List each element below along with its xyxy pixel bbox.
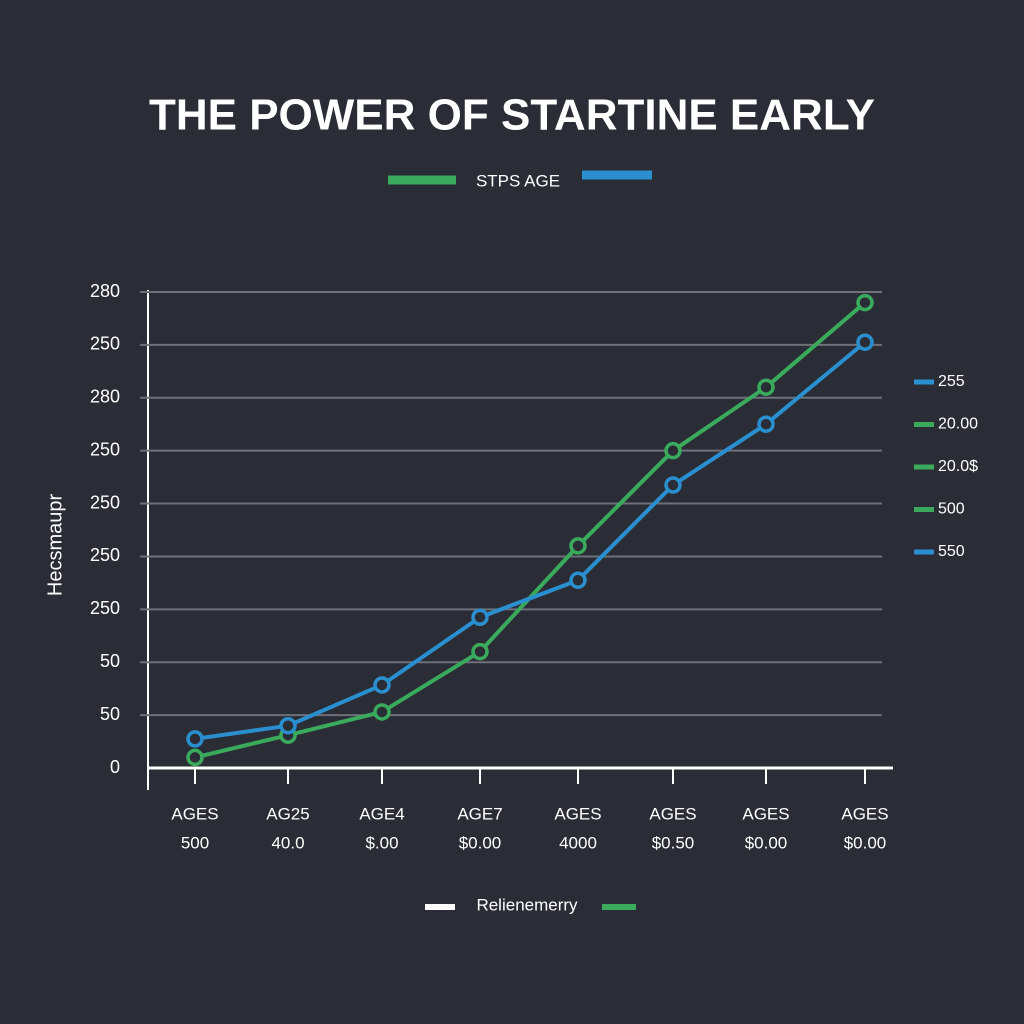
side-label: 20.00 [938,416,978,433]
x-tick-label: AGES [841,804,888,823]
x-tick-sublabel: $.00 [365,833,398,852]
y-tick-label: 280 [90,281,120,301]
point [664,476,682,494]
y-tick-label: 250 [90,492,120,512]
y-tick-label: 50 [100,704,120,724]
point [471,608,489,627]
y-tick-label: 250 [90,334,120,354]
y-axis-label: Hecsmaupr [44,494,66,597]
point [757,415,775,433]
series-line [194,340,867,741]
x-tick-label: AG25 [266,804,309,823]
point [757,378,775,396]
y-tick-label: 250 [90,439,120,459]
x-tick-label: AGES [649,804,696,823]
point [664,441,682,460]
y-tick-label: 0 [110,757,120,777]
x-tick-label: AGE4 [359,804,404,823]
x-tick-sublabel: $0.00 [745,833,788,852]
x-tick-sublabel: $0.50 [652,833,695,852]
point [373,703,391,721]
chart-title: THE POWER OF STARTINE EARLY [149,91,875,140]
x-tick-sublabel: 40.0 [271,833,304,852]
y-tick-label: 50 [100,651,120,671]
x-tick-sublabel: 4000 [559,833,597,852]
side-label: 255 [938,373,965,390]
x-tick-sublabel: $0.00 [844,833,887,852]
point [471,642,489,661]
x-tick-label: AGES [554,804,601,823]
point [186,730,204,748]
point [186,748,204,767]
point [856,293,874,312]
side-label: 20.0$ [938,458,978,475]
x-tick-label: AGES [742,804,789,823]
legend-label: STPS AGE [476,171,560,190]
bottom-legend-label: Relienemerry [476,895,578,914]
side-label: 500 [938,501,965,518]
x-tick-sublabel: $0.00 [459,833,502,852]
x-tick-label: AGE7 [457,804,502,823]
y-tick-label: 250 [90,598,120,618]
point [856,333,874,351]
y-tick-label: 250 [90,545,120,565]
point [373,676,391,694]
side-label: 550 [938,543,965,560]
x-tick-label: AGES [171,804,218,823]
point [279,716,297,735]
x-tick-sublabel: 500 [181,833,209,852]
point [569,537,587,555]
point [569,571,587,589]
y-tick-label: 280 [90,387,120,407]
